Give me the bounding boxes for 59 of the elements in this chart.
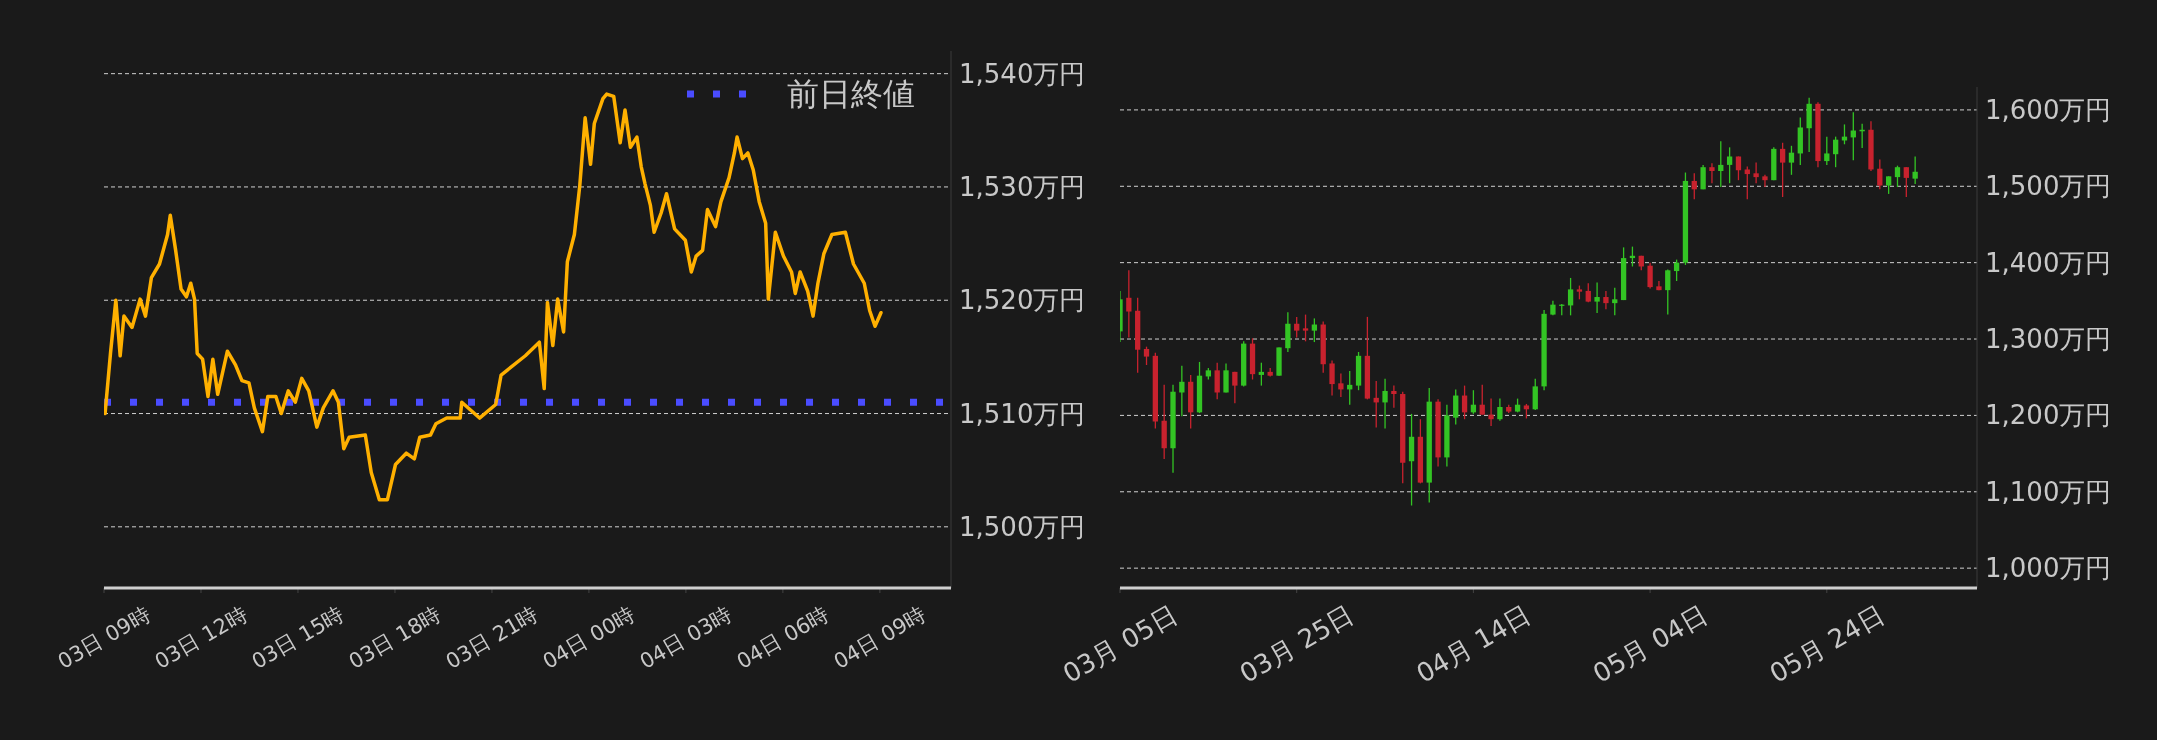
candlestick: [1735, 155, 1742, 181]
y-tick-label: 1,000万円: [1985, 553, 2112, 584]
candlestick: [1612, 287, 1618, 316]
candlestick: [1488, 397, 1494, 427]
candlestick: [1718, 140, 1724, 188]
x-tick-label: 04月 14日: [1411, 599, 1536, 689]
candlestick: [1779, 142, 1786, 198]
y-tick-label: 1,500万円: [1985, 171, 2112, 202]
y-tick-label: 1,400万円: [1985, 247, 2112, 278]
candlestick: [1461, 384, 1468, 420]
candlestick: [1258, 362, 1265, 387]
candlestick: [1214, 362, 1220, 401]
candlestick: [1603, 290, 1609, 310]
candlestick: [1143, 346, 1150, 366]
candlestick: [1126, 269, 1132, 339]
y-tick-label: 1,300万円: [1985, 324, 2112, 355]
y-tick-label: 1,520万円: [959, 285, 1086, 316]
candlestick: [1382, 378, 1388, 430]
y-tick-label: 1,200万円: [1985, 400, 2112, 431]
candlestick: [1329, 359, 1335, 397]
y-tick-label: 1,100万円: [1985, 476, 2112, 507]
candlestick: [1788, 145, 1795, 176]
y-tick-label: 1,600万円: [1985, 94, 2112, 125]
x-tick-label: 05月 24日: [1764, 599, 1890, 689]
candlestick: [1532, 378, 1538, 411]
x-tick-label: 05月 04日: [1587, 599, 1713, 689]
candlestick: [1744, 165, 1750, 200]
candlestick: [1762, 174, 1768, 188]
candlestick: [1311, 317, 1318, 343]
candlestick: [1223, 362, 1229, 394]
x-tick-label: 03月 05日: [1057, 599, 1183, 689]
candlestick: [1832, 135, 1839, 168]
y-tick-label: 1,540万円: [959, 58, 1086, 89]
y-tick-label: 1,530万円: [959, 171, 1086, 202]
candlestick: [1824, 135, 1830, 166]
candlestick: [1912, 155, 1918, 185]
candlestick: [1232, 371, 1238, 404]
y-tick-label: 1,510万円: [959, 398, 1086, 429]
candlestick: [1453, 388, 1459, 426]
x-tick-label: 03月 25日: [1234, 599, 1359, 689]
candlestick: [1903, 166, 1909, 198]
candlestick: [1700, 164, 1706, 190]
candlestick: [1302, 313, 1309, 342]
candlestick: [1594, 281, 1600, 314]
candlestick: [1709, 162, 1715, 184]
candlestick: [1894, 165, 1901, 188]
candlestick: [1338, 372, 1344, 398]
candlestick: [1294, 316, 1300, 339]
candlestick: [1647, 262, 1653, 290]
candlestick: [1726, 146, 1733, 184]
candlestick: [1753, 161, 1759, 184]
candlestick: [1877, 158, 1883, 190]
candlestick: [1479, 384, 1485, 416]
candlestick: [1391, 384, 1397, 409]
candlestick: [1665, 268, 1671, 316]
candlestick: [1497, 397, 1503, 422]
candlestick: [1567, 277, 1574, 316]
y-tick-label: 1,500万円: [959, 511, 1086, 542]
legend-label: 前日終値: [787, 75, 915, 113]
